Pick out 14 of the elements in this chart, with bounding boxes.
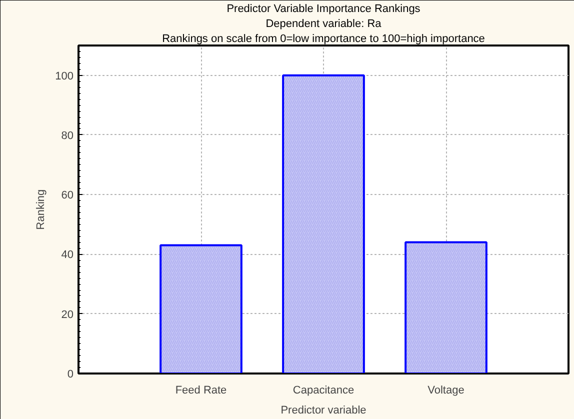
text: Rankings on scale from 0=low importance to 100=high importance	[162, 33, 485, 45]
x-axis-title: Predictor variable	[280, 404, 366, 416]
y-tick-label: 60	[61, 190, 74, 202]
x-tick-label: Feed Rate	[175, 384, 227, 396]
y-tick-label: 100	[55, 70, 74, 82]
y-tick-label: 40	[61, 249, 74, 262]
chart-title: Predictor Variable Importance Rankings	[226, 3, 421, 15]
y-axis-title: Ranking	[35, 189, 48, 230]
y-tick-label: 20	[61, 308, 74, 321]
x-tick-label: Voltage	[428, 384, 464, 396]
y-tick-label: 80	[61, 130, 74, 142]
chart-subtitle: Dependent variable: Ra	[266, 18, 382, 30]
x-tick-label: Capacitance	[292, 384, 354, 396]
y-tick-label: 0	[67, 368, 74, 380]
